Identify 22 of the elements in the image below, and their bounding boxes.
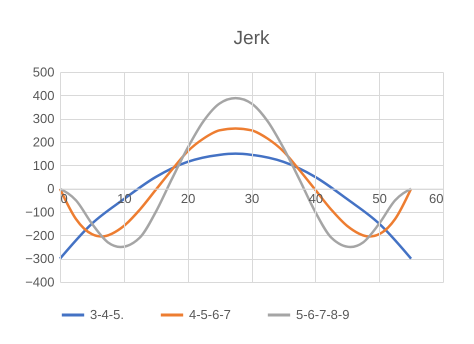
legend-label: 3-4-5.: [90, 307, 124, 322]
x-tick-label: 20: [180, 191, 196, 206]
legend-label: 4-5-6-7: [189, 307, 231, 322]
y-tick-label: −400: [25, 274, 54, 290]
x-tick-label: 40: [308, 191, 324, 206]
line-series: [58, 127, 412, 238]
y-tick-label: 0: [47, 181, 54, 196]
x-tick-label: 50: [372, 191, 387, 206]
y-tick-label: 200: [32, 134, 54, 150]
y-tick-label: 400: [32, 88, 54, 103]
legend-label: 5-6-7-8-9: [296, 307, 350, 322]
x-tick-label: 60: [429, 191, 444, 206]
line-series: [58, 152, 412, 260]
y-tick-label: 100: [32, 158, 54, 173]
y-tick-label: 300: [32, 111, 54, 126]
x-tick-label: 30: [244, 191, 260, 206]
chart-title: Jerk: [234, 28, 270, 49]
y-tick-label: −200: [25, 228, 54, 243]
line-series: [58, 96, 412, 248]
y-tick-label: −300: [25, 251, 54, 266]
y-tick-label: −100: [25, 204, 54, 220]
y-tick-label: 500: [32, 64, 54, 80]
